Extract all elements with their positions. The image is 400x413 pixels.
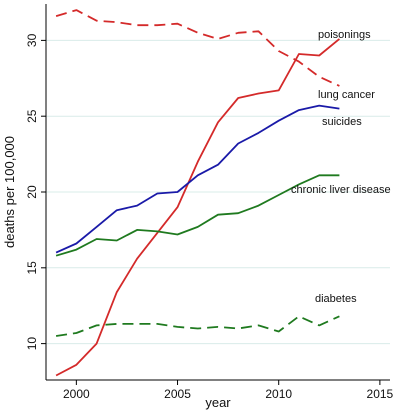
y-tick-label: 25 — [25, 109, 39, 123]
x-tick-label: 2005 — [164, 387, 191, 401]
series-line-suicides — [55, 104, 340, 254]
y-axis-title: deaths per 100,000 — [2, 136, 17, 248]
y-tick-label: 15 — [25, 261, 39, 275]
x-tick-label: 2015 — [367, 387, 394, 401]
y-tick-label: 30 — [25, 33, 39, 47]
series-labels: poisonings lung cancer suicides chronic liv… — [291, 29, 391, 305]
series-line-poisonings — [55, 38, 340, 377]
series-line-diabetes — [55, 315, 340, 337]
y-tick-label: 10 — [25, 337, 39, 351]
y-tick-label: 20 — [25, 185, 39, 199]
series-label-chronic-liver-disease: chronic liver disease — [291, 184, 391, 196]
series-line-chronic-liver-disease — [55, 174, 340, 257]
series-label-suicides: suicides — [322, 116, 362, 128]
axes: 10 15 20 25 30 2000 2005 2010 2015 — [25, 4, 394, 401]
series-label-lung-cancer: lung cancer — [318, 89, 375, 101]
gridlines — [46, 39, 390, 345]
x-tick-label: 2010 — [265, 387, 292, 401]
series-line-lung-cancer — [55, 9, 340, 87]
series-lines — [55, 9, 340, 377]
series-label-diabetes: diabetes — [315, 293, 357, 305]
x-axis-title: year — [205, 395, 231, 410]
x-tick-label: 2000 — [63, 387, 90, 401]
series-label-poisonings: poisonings — [318, 29, 371, 41]
